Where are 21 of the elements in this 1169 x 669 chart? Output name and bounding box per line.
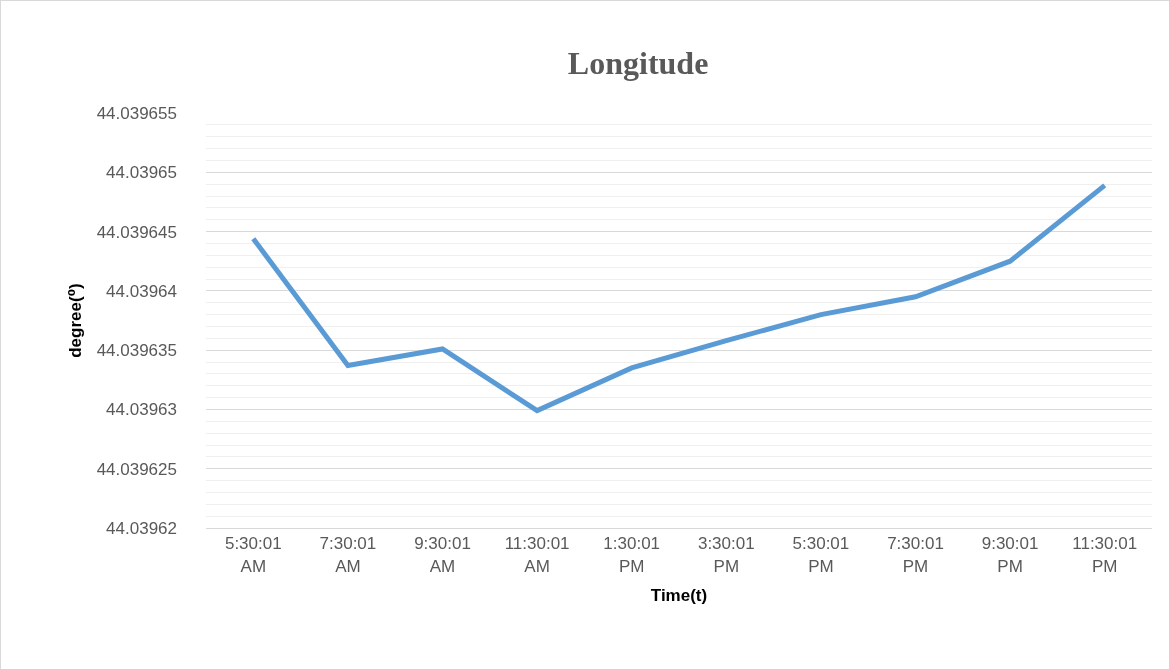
y-tick-label: 44.03962 bbox=[106, 518, 177, 538]
x-tick-label: 11:30:01 AM bbox=[504, 534, 570, 576]
x-tick-label: 7:30:01 AM bbox=[319, 534, 377, 576]
x-tick-label: 11:30:01 PM bbox=[1072, 534, 1138, 576]
y-tick-label: 44.03963 bbox=[106, 400, 177, 420]
y-tick-label: 44.039645 bbox=[96, 222, 177, 242]
x-tick-label: 3:30:01 PM bbox=[697, 534, 755, 576]
y-tick-label: 44.039625 bbox=[96, 459, 177, 479]
x-tick-label: 1:30:01 PM bbox=[603, 534, 661, 576]
y-tick-label: 44.03965 bbox=[106, 163, 177, 183]
chart-title: Longitude bbox=[567, 44, 709, 81]
x-tick-label: 9:30:01 AM bbox=[414, 534, 471, 576]
y-tick-label: 44.039635 bbox=[96, 341, 177, 361]
x-tick-label: 7:30:01 PM bbox=[887, 534, 944, 576]
x-tick-label: 5:30:01 PM bbox=[792, 534, 850, 576]
x-tick-label: 9:30:01 PM bbox=[981, 534, 1039, 576]
y-tick-label: 44.03964 bbox=[106, 281, 177, 301]
x-axis-title: Time(t) bbox=[650, 585, 708, 605]
y-tick-label: 44.039655 bbox=[96, 103, 177, 123]
y-axis-title: degree(⁰) bbox=[66, 283, 86, 358]
x-tick-label: 5:30:01 AM bbox=[224, 534, 282, 576]
